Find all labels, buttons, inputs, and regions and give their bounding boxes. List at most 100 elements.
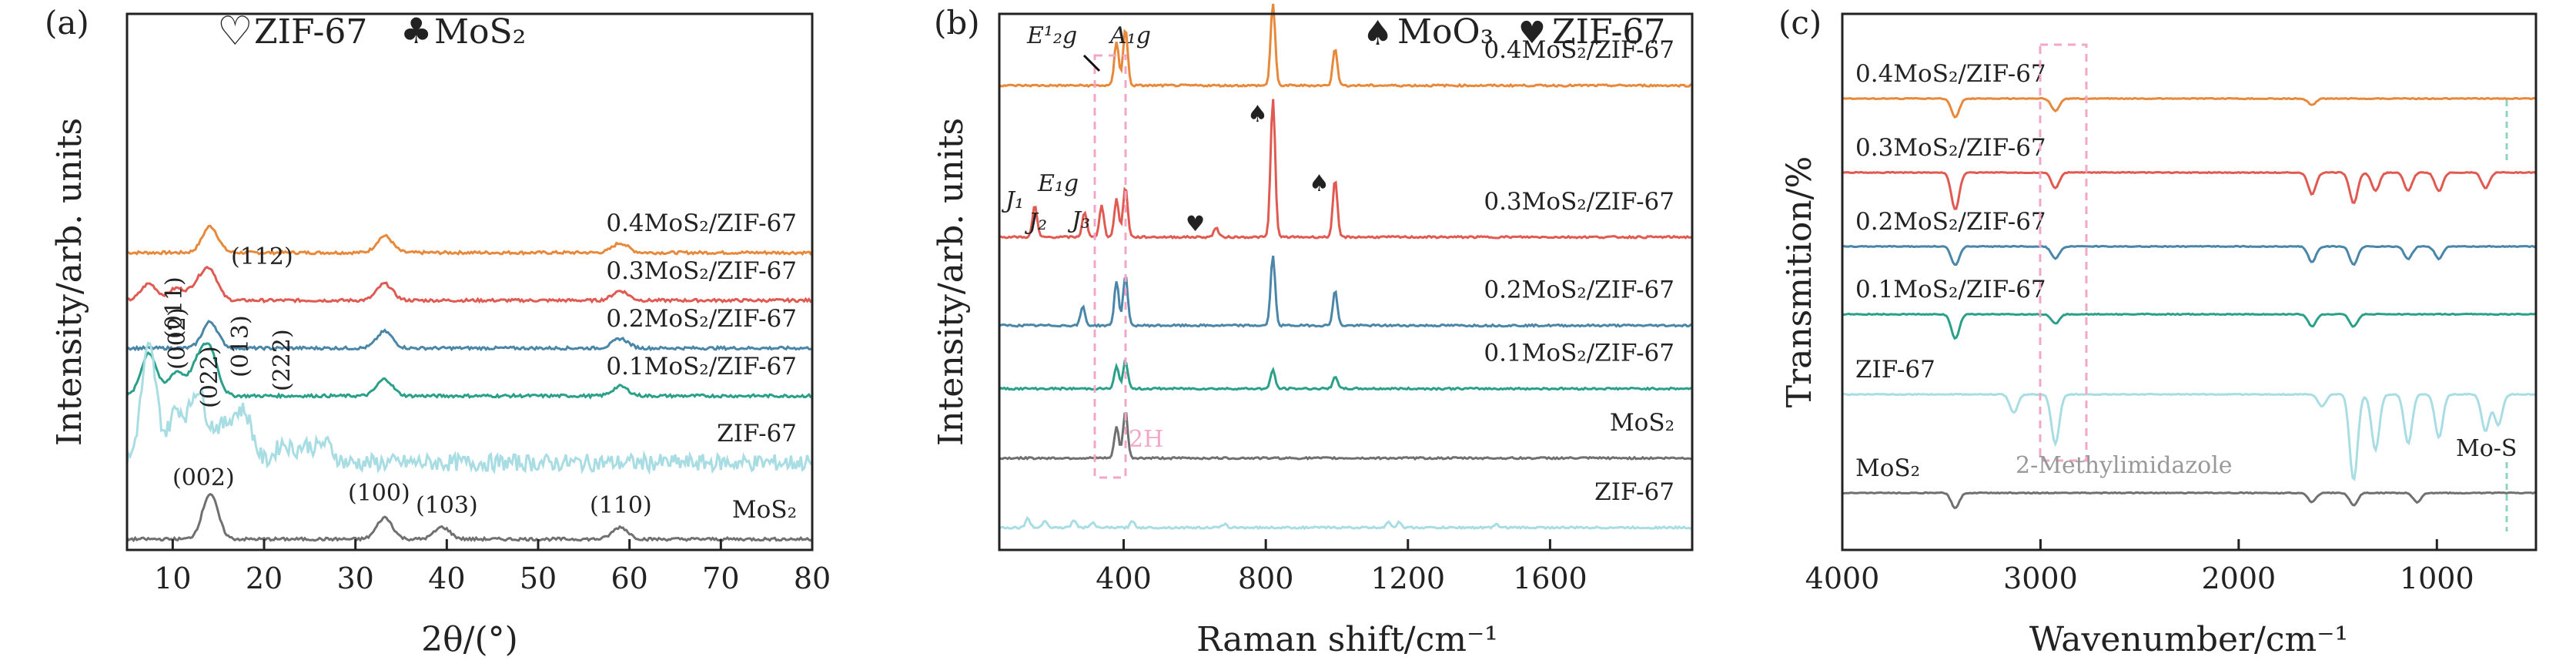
series-label: 0.1MoS₂/ZIF-67 [1855, 276, 2046, 303]
series-label: ZIF-67 [717, 420, 797, 447]
peak-label: J₂ [1024, 209, 1047, 236]
series-line [999, 515, 1693, 531]
panel-b: (b) 400 800 1200 1600 Raman shift/cm⁻¹ Inte… [932, 3, 1694, 659]
x-tick-label: 400 [1096, 561, 1152, 595]
x-tick-label: 80 [794, 561, 831, 595]
region-label-2h: 2H [1129, 426, 1163, 453]
plot-lines-b [999, 3, 1693, 531]
peak-label: E₁g [1037, 170, 1079, 197]
series-line [999, 255, 1693, 328]
band-label-mos: Mo-S [2456, 435, 2517, 462]
band-label-methylimidazole: 2-Methylimidazole [2016, 452, 2233, 479]
x-ticks-a: 10 20 30 40 50 60 70 80 [154, 539, 831, 595]
series-label: 0.1MoS₂/ZIF-67 [1484, 340, 1674, 367]
series-label: 0.4MoS₂/ZIF-67 [1855, 60, 2046, 88]
spade-icon: ♠ [1247, 101, 1268, 128]
series-label: 0.2MoS₂/ZIF-67 [606, 305, 797, 333]
y-axis-title-c: Transmition/% [1780, 156, 1819, 408]
spade-icon: ♠ [1309, 170, 1330, 197]
y-axis-title-b: Intensity/arb. units [932, 118, 971, 446]
series-line [999, 3, 1693, 89]
x-ticks-b: 400 800 1200 1600 [1096, 539, 1587, 595]
heart-icon: ♥ [1186, 211, 1205, 236]
series-labels-b: 0.4MoS₂/ZIF-67 0.3MoS₂/ZIF-67 0.2MoS₂/ZIF-… [1484, 36, 1674, 506]
plot-lines-c [1842, 96, 2537, 510]
panel-label-b: (b) [934, 4, 980, 42]
panel-label-a: (a) [45, 4, 89, 42]
x-tick-label: 30 [336, 561, 373, 595]
series-line [125, 341, 814, 476]
series-labels-c: 0.4MoS₂/ZIF-67 0.3MoS₂/ZIF-67 0.2MoS₂/ZIF-… [1855, 60, 2046, 482]
legend-label-mos2-a: MoS₂ [434, 12, 526, 52]
series-label: 0.2MoS₂/ZIF-67 [1855, 208, 2046, 236]
series-line [1842, 244, 2537, 266]
series-label: 0.2MoS₂/ZIF-67 [1484, 277, 1674, 304]
peak-label: (002) [172, 464, 235, 491]
series-label: MoS₂ [732, 496, 797, 524]
x-tick-label: 20 [246, 561, 283, 595]
legend-label-moo3-b: MoO₃ [1397, 12, 1494, 52]
plot-lines-a [125, 224, 814, 543]
peak-label: (002) [164, 307, 191, 370]
x-tick-label: 1000 [2400, 561, 2474, 595]
series-label: 0.3MoS₂/ZIF-67 [1484, 188, 1674, 216]
series-line [999, 359, 1693, 391]
series-label: ZIF-67 [1855, 356, 1935, 384]
peak-label: J₃ [1067, 207, 1090, 234]
series-line [1842, 170, 2537, 210]
peak-label: (112) [231, 243, 293, 270]
peak-label: (011) [161, 277, 188, 339]
panel-a: (a) 10 20 30 40 50 60 70 80 2θ/(°) Intensity/ar… [45, 4, 831, 659]
series-label: 0.3MoS₂/ZIF-67 [606, 257, 797, 285]
peak-label: (103) [416, 492, 478, 519]
peak-label: (013) [227, 315, 254, 377]
x-ticks-c: 4000 3000 2000 1000 [1805, 539, 2474, 595]
peak-annotations-a: (002) (100) (103) (110) (011) (002) (112… [161, 243, 652, 519]
heart-icon: ♥ [1518, 15, 1546, 51]
series-line [1842, 392, 2537, 481]
x-tick-label: 70 [702, 561, 739, 595]
plot-frame-c [1841, 12, 2538, 551]
series-label: 0.4MoS₂/ZIF-67 [606, 209, 797, 237]
series-line [126, 265, 813, 304]
series-line [999, 412, 1693, 461]
x-tick-label: 50 [520, 561, 557, 595]
series-labels-a: 0.4MoS₂/ZIF-67 0.3MoS₂/ZIF-67 0.2MoS₂/ZIF-… [606, 209, 797, 524]
peak-label: J₁ [1001, 187, 1024, 214]
region-box-methylimidazole [2039, 43, 2088, 462]
x-tick-label: 4000 [1805, 561, 1880, 595]
legend-label-zif67-a: ZIF-67 [254, 12, 367, 52]
series-label: 0.1MoS₂/ZIF-67 [606, 353, 797, 380]
panel-label-c: (c) [1778, 4, 1822, 42]
series-label: MoS₂ [1610, 409, 1674, 437]
x-tick-label: 2000 [2201, 561, 2276, 595]
legend-label-zif67-b: ZIF-67 [1552, 12, 1665, 52]
series-line [1842, 312, 2537, 340]
x-tick-label: 800 [1238, 561, 1294, 595]
legend-b: ♠ MoO₃ ♥ ZIF-67 [1363, 12, 1665, 53]
series-label: ZIF-67 [1594, 478, 1674, 506]
series-line [126, 224, 814, 256]
series-line [1842, 96, 2537, 119]
peak-label: (022) [196, 346, 223, 408]
plot-frame-a [125, 12, 814, 551]
peak-label: A₁g [1108, 22, 1151, 49]
x-axis-title-b: Raman shift/cm⁻¹ [1196, 620, 1498, 659]
series-line [999, 99, 1693, 240]
peak-label: (100) [348, 480, 410, 507]
series-line [126, 320, 813, 352]
peak-label: (110) [590, 492, 652, 519]
annotation-arrow [1082, 54, 1101, 72]
club-icon: ♣ [400, 10, 432, 52]
region-box-2h [1093, 54, 1127, 479]
series-label: 0.3MoS₂/ZIF-67 [1855, 134, 2046, 162]
heart-outline-icon: ♡ [217, 8, 253, 55]
peak-label: E¹₂g [1026, 22, 1077, 49]
panel-c: (c) 4000 3000 2000 1000 Wavenumber/cm⁻¹ Tra… [1778, 4, 2538, 659]
x-tick-label: 40 [428, 561, 465, 595]
y-axis-title-a: Intensity/arb. units [50, 118, 89, 446]
legend-a: ♡ ZIF-67 ♣ MoS₂ [217, 8, 526, 55]
band-annotations-c: 2-Methylimidazole Mo-S [2016, 43, 2517, 531]
x-tick-label: 1200 [1370, 561, 1445, 595]
